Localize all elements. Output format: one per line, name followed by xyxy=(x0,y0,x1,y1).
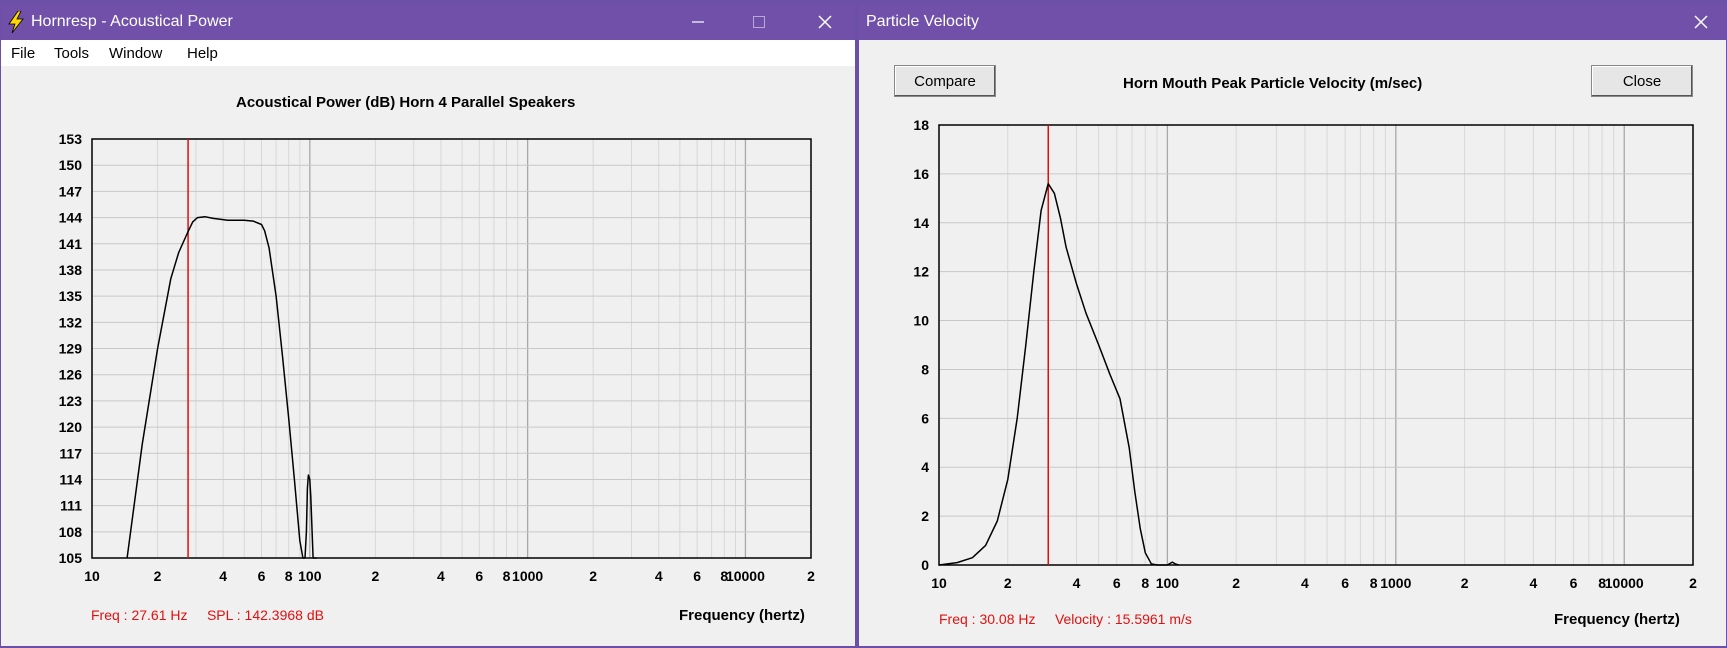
x-tick-label: 8 xyxy=(1598,575,1606,591)
y-tick-label: 120 xyxy=(59,419,83,435)
y-tick-label: 2 xyxy=(921,508,929,524)
x-tick-label: 1000 xyxy=(1380,575,1411,591)
x-tick-label: 8 xyxy=(1370,575,1378,591)
x-tick-label: 100 xyxy=(1156,575,1180,591)
x-tick-label: 2 xyxy=(1689,575,1697,591)
x-tick-label: 2 xyxy=(371,568,379,584)
x-tick-label: 6 xyxy=(258,568,266,584)
series-line xyxy=(938,182,1179,566)
plot-frame xyxy=(938,124,1694,566)
maximize-button[interactable] xyxy=(739,8,779,36)
y-tick-label: 126 xyxy=(59,367,83,383)
x-tick-label: 4 xyxy=(219,568,227,584)
x-tick-label: 100 xyxy=(298,568,322,584)
x-tick-label: 2 xyxy=(1232,575,1240,591)
y-tick-label: 132 xyxy=(59,314,83,330)
close-dialog-button[interactable]: Close xyxy=(1591,65,1693,97)
menu-help[interactable]: Help xyxy=(187,45,218,62)
x-tick-label: 6 xyxy=(693,568,701,584)
particle-velocity-window: Particle Velocity Compare Close Horn Mou… xyxy=(858,3,1727,647)
close-button[interactable] xyxy=(805,8,845,36)
menu-tools[interactable]: Tools xyxy=(54,45,90,62)
y-tick-label: 0 xyxy=(921,557,929,573)
chart-title: Acoustical Power (dB) Horn 4 Parallel Sp… xyxy=(236,94,576,111)
x-tick-label: 10 xyxy=(931,575,947,591)
window-title: Hornresp - Acoustical Power xyxy=(31,13,233,30)
cursor-readout: Freq : 27.61 Hz SPL : 142.3968 dB xyxy=(91,607,324,623)
lightning-icon xyxy=(8,11,24,33)
x-tick-label: 1000 xyxy=(512,568,543,584)
x-tick-label: 6 xyxy=(475,568,483,584)
x-tick-label: 2 xyxy=(154,568,162,584)
y-tick-label: 14 xyxy=(913,215,929,231)
x-tick-label: 6 xyxy=(1570,575,1578,591)
x-tick-label: 2 xyxy=(589,568,597,584)
y-tick-label: 144 xyxy=(59,210,83,226)
x-tick-label: 2 xyxy=(807,568,815,584)
window-title: Particle Velocity xyxy=(866,13,979,30)
compare-button[interactable]: Compare xyxy=(894,65,996,97)
x-tick-label: 10 xyxy=(84,568,100,584)
y-tick-label: 141 xyxy=(59,236,83,252)
y-tick-label: 117 xyxy=(59,445,82,461)
x-tick-label: 2 xyxy=(1461,575,1469,591)
x-tick-label: 4 xyxy=(655,568,663,584)
plot-frame xyxy=(91,138,812,559)
y-tick-label: 105 xyxy=(59,550,83,566)
minimize-icon xyxy=(692,21,704,23)
menu-bar: File Tools Window Help xyxy=(1,40,855,66)
y-tick-label: 6 xyxy=(921,410,929,426)
x-tick-label: 10000 xyxy=(726,568,765,584)
x-tick-label: 8 xyxy=(285,568,293,584)
title-bar[interactable]: Hornresp - Acoustical Power xyxy=(1,4,855,40)
y-tick-label: 123 xyxy=(59,393,83,409)
y-tick-label: 114 xyxy=(59,471,82,487)
y-tick-label: 153 xyxy=(59,131,83,147)
y-tick-label: 8 xyxy=(921,361,929,377)
y-tick-label: 12 xyxy=(913,264,929,280)
x-tick-label: 8 xyxy=(1141,575,1149,591)
y-tick-label: 150 xyxy=(59,157,83,173)
x-axis-label: Frequency (hertz) xyxy=(679,607,805,624)
y-tick-label: 10 xyxy=(913,313,929,329)
menu-window[interactable]: Window xyxy=(109,45,163,62)
x-tick-label: 4 xyxy=(1301,575,1309,591)
title-bar[interactable]: Particle Velocity xyxy=(859,4,1726,40)
x-tick-label: 6 xyxy=(1341,575,1349,591)
x-tick-label: 4 xyxy=(1073,575,1081,591)
y-tick-label: 108 xyxy=(59,524,83,540)
y-tick-label: 18 xyxy=(913,117,929,133)
x-tick-label: 4 xyxy=(437,568,445,584)
y-tick-label: 111 xyxy=(60,498,82,514)
y-tick-label: 16 xyxy=(913,166,929,182)
x-tick-label: 8 xyxy=(720,568,728,584)
minimize-button[interactable] xyxy=(678,8,718,36)
y-tick-label: 135 xyxy=(59,288,83,304)
series-line xyxy=(126,215,317,559)
x-tick-label: 4 xyxy=(1529,575,1537,591)
close-button[interactable] xyxy=(1681,8,1721,36)
x-axis-label: Frequency (hertz) xyxy=(1554,611,1680,628)
y-tick-label: 129 xyxy=(59,341,83,357)
x-tick-label: 10000 xyxy=(1605,575,1644,591)
x-tick-label: 8 xyxy=(503,568,511,584)
close-icon xyxy=(818,15,832,29)
close-icon xyxy=(1694,15,1708,29)
acoustical-power-window: Hornresp - Acoustical Power File Tools W… xyxy=(0,3,856,647)
cursor-readout: Freq : 30.08 Hz Velocity : 15.5961 m/s xyxy=(939,611,1192,627)
maximize-icon xyxy=(753,16,765,28)
x-tick-label: 2 xyxy=(1004,575,1012,591)
y-tick-label: 138 xyxy=(59,262,83,278)
chart-title: Horn Mouth Peak Particle Velocity (m/sec… xyxy=(1123,75,1423,92)
menu-file[interactable]: File xyxy=(11,45,36,62)
y-tick-label: 4 xyxy=(921,459,929,475)
y-tick-label: 147 xyxy=(59,183,83,199)
x-tick-label: 6 xyxy=(1113,575,1121,591)
